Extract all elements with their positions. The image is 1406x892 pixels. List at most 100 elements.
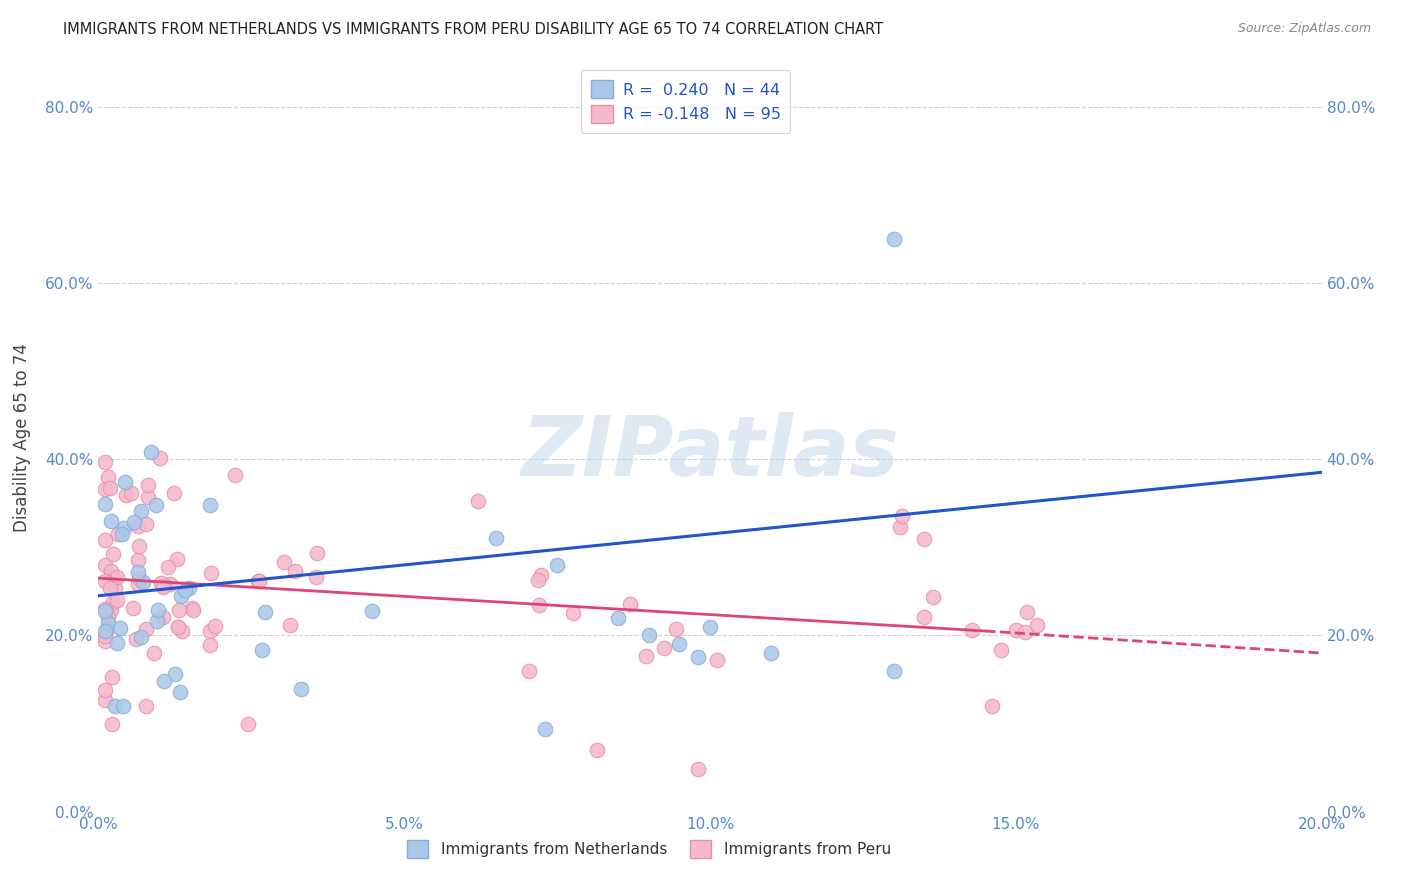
Point [619, 597, 641, 611]
Point [889, 519, 911, 533]
Point [980, 698, 1002, 713]
Point [170, 624, 193, 639]
Point [181, 600, 204, 615]
Point [198, 624, 221, 638]
Point [124, 515, 146, 529]
Text: IMMIGRANTS FROM NETHERLANDS VS IMMIGRANTS FROM PERU DISABILITY AGE 65 TO 74 CORR: IMMIGRANTS FROM NETHERLANDS VS IMMIGRANT… [63, 22, 883, 37]
Point [607, 611, 630, 625]
Point [96, 622, 118, 636]
Point [135, 516, 157, 531]
Point [105, 570, 128, 584]
Point [485, 532, 508, 546]
Point [107, 527, 129, 541]
Point [94, 558, 117, 573]
Point [120, 486, 142, 500]
Point [100, 564, 122, 578]
Point [105, 592, 128, 607]
Point [128, 571, 150, 585]
Point [668, 637, 690, 651]
Point [127, 519, 149, 533]
Point [100, 603, 122, 617]
Point [204, 619, 226, 633]
Point [891, 508, 914, 523]
Point [530, 567, 553, 582]
Point [686, 763, 709, 777]
Point [517, 665, 540, 679]
Point [1005, 624, 1028, 638]
Point [93, 602, 115, 616]
Point [1014, 625, 1036, 640]
Point [110, 621, 132, 635]
Point [699, 619, 721, 633]
Point [290, 681, 312, 696]
Point [284, 564, 307, 578]
Point [922, 590, 945, 604]
Point [136, 490, 159, 504]
Point [200, 566, 222, 581]
Point [883, 664, 905, 678]
Point [93, 455, 115, 469]
Point [101, 716, 124, 731]
Point [238, 716, 260, 731]
Point [962, 623, 984, 637]
Point [136, 478, 159, 492]
Point [101, 670, 124, 684]
Point [148, 603, 170, 617]
Point [706, 653, 728, 667]
Point [253, 606, 276, 620]
Legend: Immigrants from Netherlands, Immigrants from Peru: Immigrants from Netherlands, Immigrants … [401, 834, 897, 864]
Point [103, 547, 125, 561]
Point [105, 636, 128, 650]
Point [98, 481, 121, 495]
Point [132, 574, 155, 589]
Point [883, 232, 905, 246]
Point [652, 640, 675, 655]
Point [142, 646, 165, 660]
Point [128, 539, 150, 553]
Point [273, 555, 295, 569]
Point [152, 580, 174, 594]
Point [93, 497, 115, 511]
Point [174, 583, 197, 598]
Point [127, 577, 149, 591]
Point [93, 634, 115, 648]
Point [149, 450, 172, 465]
Point [93, 683, 115, 698]
Point [111, 526, 134, 541]
Point [124, 632, 146, 646]
Point [585, 743, 607, 757]
Point [97, 610, 120, 624]
Point [166, 620, 188, 634]
Point [665, 622, 688, 636]
Text: ZIPatlas: ZIPatlas [522, 411, 898, 492]
Point [534, 722, 557, 736]
Point [93, 624, 115, 638]
Point [153, 578, 176, 592]
Point [93, 692, 115, 706]
Point [152, 610, 174, 624]
Point [307, 545, 329, 559]
Point [177, 581, 200, 595]
Point [127, 565, 149, 579]
Point [169, 685, 191, 699]
Point [93, 483, 115, 497]
Point [153, 674, 176, 689]
Point [278, 618, 301, 632]
Point [93, 533, 115, 547]
Point [127, 553, 149, 567]
Point [167, 603, 190, 617]
Point [252, 643, 274, 657]
Point [93, 603, 115, 617]
Point [181, 603, 204, 617]
Point [129, 504, 152, 518]
Point [159, 577, 181, 591]
Point [114, 475, 136, 489]
Point [561, 606, 583, 620]
Point [129, 630, 152, 644]
Point [305, 569, 328, 583]
Point [912, 532, 935, 546]
Point [527, 598, 550, 612]
Point [104, 581, 127, 595]
Point [912, 609, 935, 624]
Point [170, 589, 193, 603]
